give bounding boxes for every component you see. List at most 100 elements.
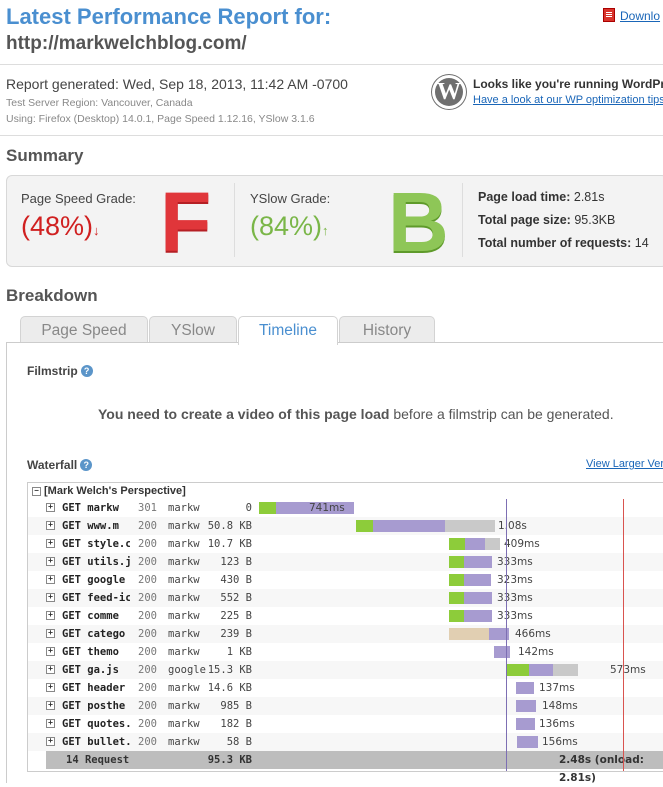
timing-bar-segment	[529, 664, 553, 676]
timing-bar-segment	[494, 646, 510, 658]
tab-history[interactable]: History	[339, 316, 435, 343]
waterfall-row[interactable]: + GET catego 200 markw 239 B 466ms	[28, 625, 663, 643]
expand-icon[interactable]: +	[46, 737, 55, 746]
tab-yslow[interactable]: YSlow	[149, 316, 237, 343]
request-name: GET themo	[62, 646, 119, 658]
request-status: 200	[138, 646, 157, 658]
help-icon[interactable]: ?	[80, 365, 93, 377]
request-domain: markw	[168, 520, 200, 532]
pagespeed-grade-value: (48%)↓	[21, 211, 100, 242]
request-size: 430 B	[220, 574, 252, 586]
request-domain: markw	[168, 502, 200, 514]
waterfall-row[interactable]: + GET comme 200 markw 225 B 333ms	[28, 607, 663, 625]
waterfall-row[interactable]: + GET google 200 markw 430 B 323ms	[28, 571, 663, 589]
expand-icon[interactable]: +	[46, 575, 55, 584]
request-status: 301	[138, 502, 157, 514]
expand-icon[interactable]: +	[46, 719, 55, 728]
timing-bar-segment	[464, 610, 492, 622]
expand-icon[interactable]: +	[46, 539, 55, 548]
waterfall-row[interactable]: + GET style.cs 200 markw 10.7 KB 409ms	[28, 535, 663, 553]
waterfall-row[interactable]: + GET www.m 200 markw 50.8 KB 1.08s	[28, 517, 663, 535]
download-link[interactable]: Downlo	[603, 8, 660, 23]
tab-page-speed[interactable]: Page Speed	[20, 316, 148, 343]
waterfall-row[interactable]: + GET feed-ic 200 markw 552 B 333ms	[28, 589, 663, 607]
request-name: GET google	[62, 574, 126, 586]
request-size: 50.8 KB	[207, 520, 252, 532]
summary-heading: Summary	[6, 146, 84, 165]
expand-icon[interactable]: +	[46, 629, 55, 638]
page-title: Latest Performance Report for:	[6, 4, 332, 29]
total-page-size: Total page size: 95.3KB	[478, 213, 616, 227]
report-generated: Report generated: Wed, Sep 18, 2013, 11:…	[6, 76, 348, 92]
waterfall-row[interactable]: + GET ga.js 200 google 15.3 KB 573ms	[28, 661, 663, 679]
waterfall-row[interactable]: + GET bullet.g 200 markw 58 B 156ms	[28, 733, 663, 751]
request-name: GET posthe	[62, 700, 126, 712]
request-size: 182 B	[220, 718, 252, 730]
timing-bar-segment	[449, 592, 464, 604]
request-status: 200	[138, 628, 157, 640]
request-status: 200	[138, 718, 157, 730]
request-size: 10.7 KB	[207, 538, 252, 550]
timing-bar-segment	[553, 664, 578, 676]
expand-icon[interactable]: +	[46, 665, 55, 674]
expand-icon[interactable]: +	[46, 521, 55, 530]
expand-icon[interactable]: +	[46, 593, 55, 602]
expand-icon[interactable]: +	[46, 683, 55, 692]
expand-icon[interactable]: +	[46, 557, 55, 566]
request-duration: 409ms	[504, 538, 540, 550]
request-duration: 466ms	[515, 628, 551, 640]
request-duration: 333ms	[497, 592, 533, 604]
total-requests: Total number of requests: 14	[478, 236, 649, 250]
request-name: GET comme	[62, 610, 119, 622]
timing-bar-segment	[464, 574, 491, 586]
request-duration: 142ms	[518, 646, 554, 658]
expand-icon[interactable]: +	[46, 611, 55, 620]
test-tools: Using: Firefox (Desktop) 14.0.1, Page Sp…	[6, 113, 315, 125]
timing-bar-segment	[516, 682, 534, 694]
pdf-icon	[603, 8, 615, 22]
waterfall-heading: Waterfall?	[27, 458, 93, 472]
timing-bar-segment	[449, 610, 464, 622]
timing-bar-segment	[449, 556, 464, 568]
tab-timeline[interactable]: Timeline	[238, 316, 338, 345]
expand-icon[interactable]: +	[46, 701, 55, 710]
tested-url: http://markwelchblog.com/	[6, 33, 247, 54]
request-size: 0	[245, 502, 252, 514]
yslow-grade-letter: B	[388, 175, 449, 269]
request-size: 15.3 KB	[207, 664, 252, 676]
waterfall-row[interactable]: + GET themo 200 markw 1 KB 142ms	[28, 643, 663, 661]
timing-bar-segment	[464, 556, 492, 568]
waterfall-row[interactable]: + GET header 200 markw 14.6 KB 137ms	[28, 679, 663, 697]
request-duration: 741ms	[309, 502, 345, 514]
waterfall-row[interactable]: + GET utils.js 200 markw 123 B 333ms	[28, 553, 663, 571]
waterfall-row[interactable]: + GET markw 301 markw 0 741ms	[28, 499, 663, 517]
expand-icon[interactable]: +	[46, 647, 55, 656]
request-size: 552 B	[220, 592, 252, 604]
yslow-grade-label: YSlow Grade:	[250, 191, 331, 206]
request-status: 200	[138, 700, 157, 712]
waterfall-group-header[interactable]: − [Mark Welch's Perspective]	[28, 483, 663, 499]
waterfall-row[interactable]: + GET quotes. 200 markw 182 B 136ms	[28, 715, 663, 733]
timing-bar-segment	[449, 574, 464, 586]
divider	[234, 183, 235, 257]
help-icon[interactable]: ?	[80, 459, 93, 471]
waterfall-row[interactable]: + GET posthe 200 markw 985 B 148ms	[28, 697, 663, 715]
request-size: 225 B	[220, 610, 252, 622]
view-larger-link[interactable]: View Larger Ver	[586, 458, 663, 470]
down-arrow-icon: ↓	[93, 223, 100, 238]
collapse-icon[interactable]: −	[32, 487, 41, 496]
request-status: 200	[138, 682, 157, 694]
request-duration: 136ms	[539, 718, 575, 730]
request-status: 200	[138, 592, 157, 604]
request-size: 14.6 KB	[207, 682, 252, 694]
waterfall-chart: − [Mark Welch's Perspective] + GET markw 30…	[27, 482, 663, 784]
wp-optimization-link[interactable]: Have a look at our WP optimization tips	[473, 94, 663, 106]
request-domain: markw	[168, 646, 200, 658]
request-name: GET catego	[62, 628, 126, 640]
request-status: 200	[138, 610, 157, 622]
request-status: 200	[138, 574, 157, 586]
request-size: 985 B	[220, 700, 252, 712]
request-name: GET utils.js	[62, 556, 130, 568]
expand-icon[interactable]: +	[46, 503, 55, 512]
request-status: 200	[138, 538, 157, 550]
